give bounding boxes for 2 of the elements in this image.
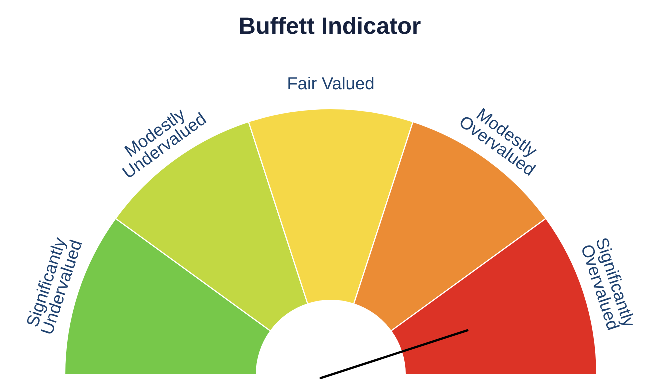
chart-title: Buffett Indicator: [240, 16, 421, 34]
slice-label: Fair Valued: [288, 76, 374, 90]
